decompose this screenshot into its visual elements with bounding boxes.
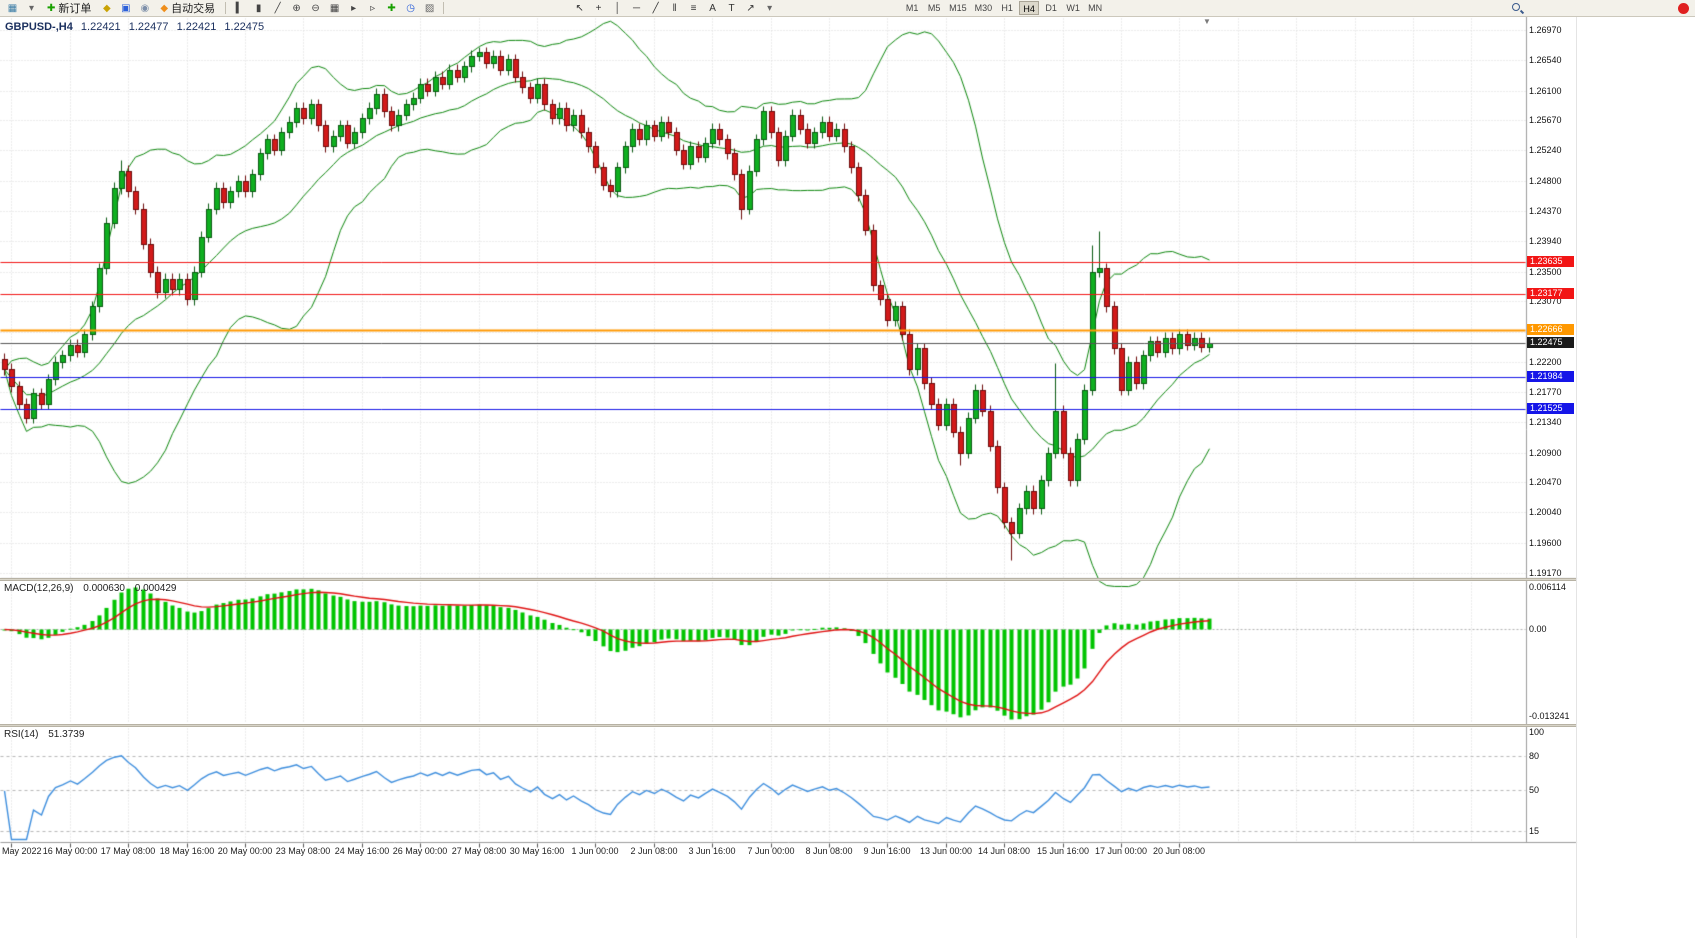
macd-value-signal: 0.000429 [134,583,177,594]
new-order-button[interactable]: ✚ 新订单 [42,1,96,16]
ohlc-open: 1.22421 [80,21,121,33]
toolbar-spacer [449,8,569,9]
vertical-line-icon[interactable]: │ [614,2,621,14]
timeframe-button-h4[interactable]: H4 [1019,1,1040,15]
toolbar-spacer [1526,8,1676,9]
trendline-icon[interactable]: ╱ [652,2,659,14]
strategy-tester-icon[interactable]: ◉ [140,2,150,14]
chart-title: GBPUSD-,H4 1.22421 1.22477 1.22421 1.224… [5,21,269,33]
ohlc-high: 1.22477 [128,21,169,33]
timeframe-button-h1[interactable]: H1 [1001,3,1013,13]
pane-separator-macd[interactable] [0,578,1576,581]
line-chart-icon[interactable]: ╱ [274,2,281,14]
record-indicator-icon [1678,2,1689,14]
horizontal-line-icon[interactable]: ─ [633,2,641,14]
timeframe-button-m1[interactable]: M1 [905,3,919,13]
new-order-icon: ✚ [47,2,56,14]
toolbar-separator [443,2,445,14]
fibonacci-icon[interactable]: ≡ [690,2,697,14]
bar-chart-icon[interactable]: ▍ [235,2,244,14]
zoom-out-icon[interactable]: ⊖ [311,2,320,14]
candlestick-chart-icon[interactable]: ▮ [255,2,262,14]
crosshair-icon[interactable]: + [595,2,602,14]
new-chart-dropdown-icon[interactable]: ▾ [28,2,35,14]
indicators-icon[interactable]: ✚ [387,2,396,14]
autotrade-button[interactable]: ◆ 自动交易 [155,1,220,16]
rsi-label: RSI(14) 51.3739 [4,729,91,740]
chart-window-right-edge [1576,17,1577,938]
market-watch-icon[interactable]: ▣ [121,2,131,14]
zoom-in-icon[interactable]: ⊕ [292,2,301,14]
rsi-value: 51.3739 [48,729,85,740]
metaeditor-icon[interactable]: ◆ [103,2,111,14]
autotrade-button-label: 自动交易 [171,3,216,15]
timeframe-button-m15[interactable]: M15 [949,3,967,13]
auto-scroll-icon[interactable]: ▸ [351,2,357,14]
rsi-name: RSI(14) [4,729,39,740]
toolbar-spacer [780,8,900,9]
channel-icon[interactable]: ‖ [672,2,677,14]
timeframe-button-mn[interactable]: MN [1088,3,1103,13]
cursor-icon[interactable]: ↖ [575,2,584,14]
macd-label: MACD(12,26,9) 0.000630 0.000429 [4,583,183,594]
toolbar-separator [225,2,227,14]
tile-windows-icon[interactable]: ▦ [329,2,340,14]
chart-shift-marker[interactable]: ▼ [1203,17,1211,26]
shapes-dropdown-icon[interactable]: ▾ [767,2,773,14]
templates-icon[interactable]: ▨ [424,2,435,14]
pane-separator-rsi[interactable] [0,724,1576,727]
ohlc-low: 1.22421 [176,21,217,33]
timeframe-button-m30[interactable]: M30 [974,3,993,13]
text-icon[interactable]: A [709,2,716,14]
toolbar: ▦ ▾ ✚ 新订单 ◆ ▣ ◉ ◆ 自动交易 ▍ ▮ ╱ ⊕ ⊖ ▦ ▸ ▹ ✚ ◷ ▨ ↖ + │ ─ ╱ ‖ ≡ A T ↗ ▾ M1 M5… [0,0,1695,17]
text-label-icon[interactable]: T [728,2,735,14]
timeframe-button-m5[interactable]: M5 [927,3,941,13]
periods-icon[interactable]: ◷ [406,2,415,14]
new-chart-icon[interactable]: ▦ [7,2,18,14]
autotrade-icon: ◆ [160,2,169,14]
chart-shift-icon[interactable]: ▹ [370,2,376,14]
macd-value-main: 0.000630 [83,583,125,594]
symbol-timeframe-label: GBPUSD-,H4 [5,21,73,33]
timeframe-button-w1[interactable]: W1 [1066,3,1080,13]
search-icon[interactable] [1511,2,1524,15]
timeframe-button-d1[interactable]: D1 [1045,3,1057,13]
new-order-button-label: 新订单 [58,3,92,15]
macd-name: MACD(12,26,9) [4,583,74,594]
ohlc-close: 1.22475 [224,21,265,33]
arrows-icon[interactable]: ↗ [746,2,755,14]
